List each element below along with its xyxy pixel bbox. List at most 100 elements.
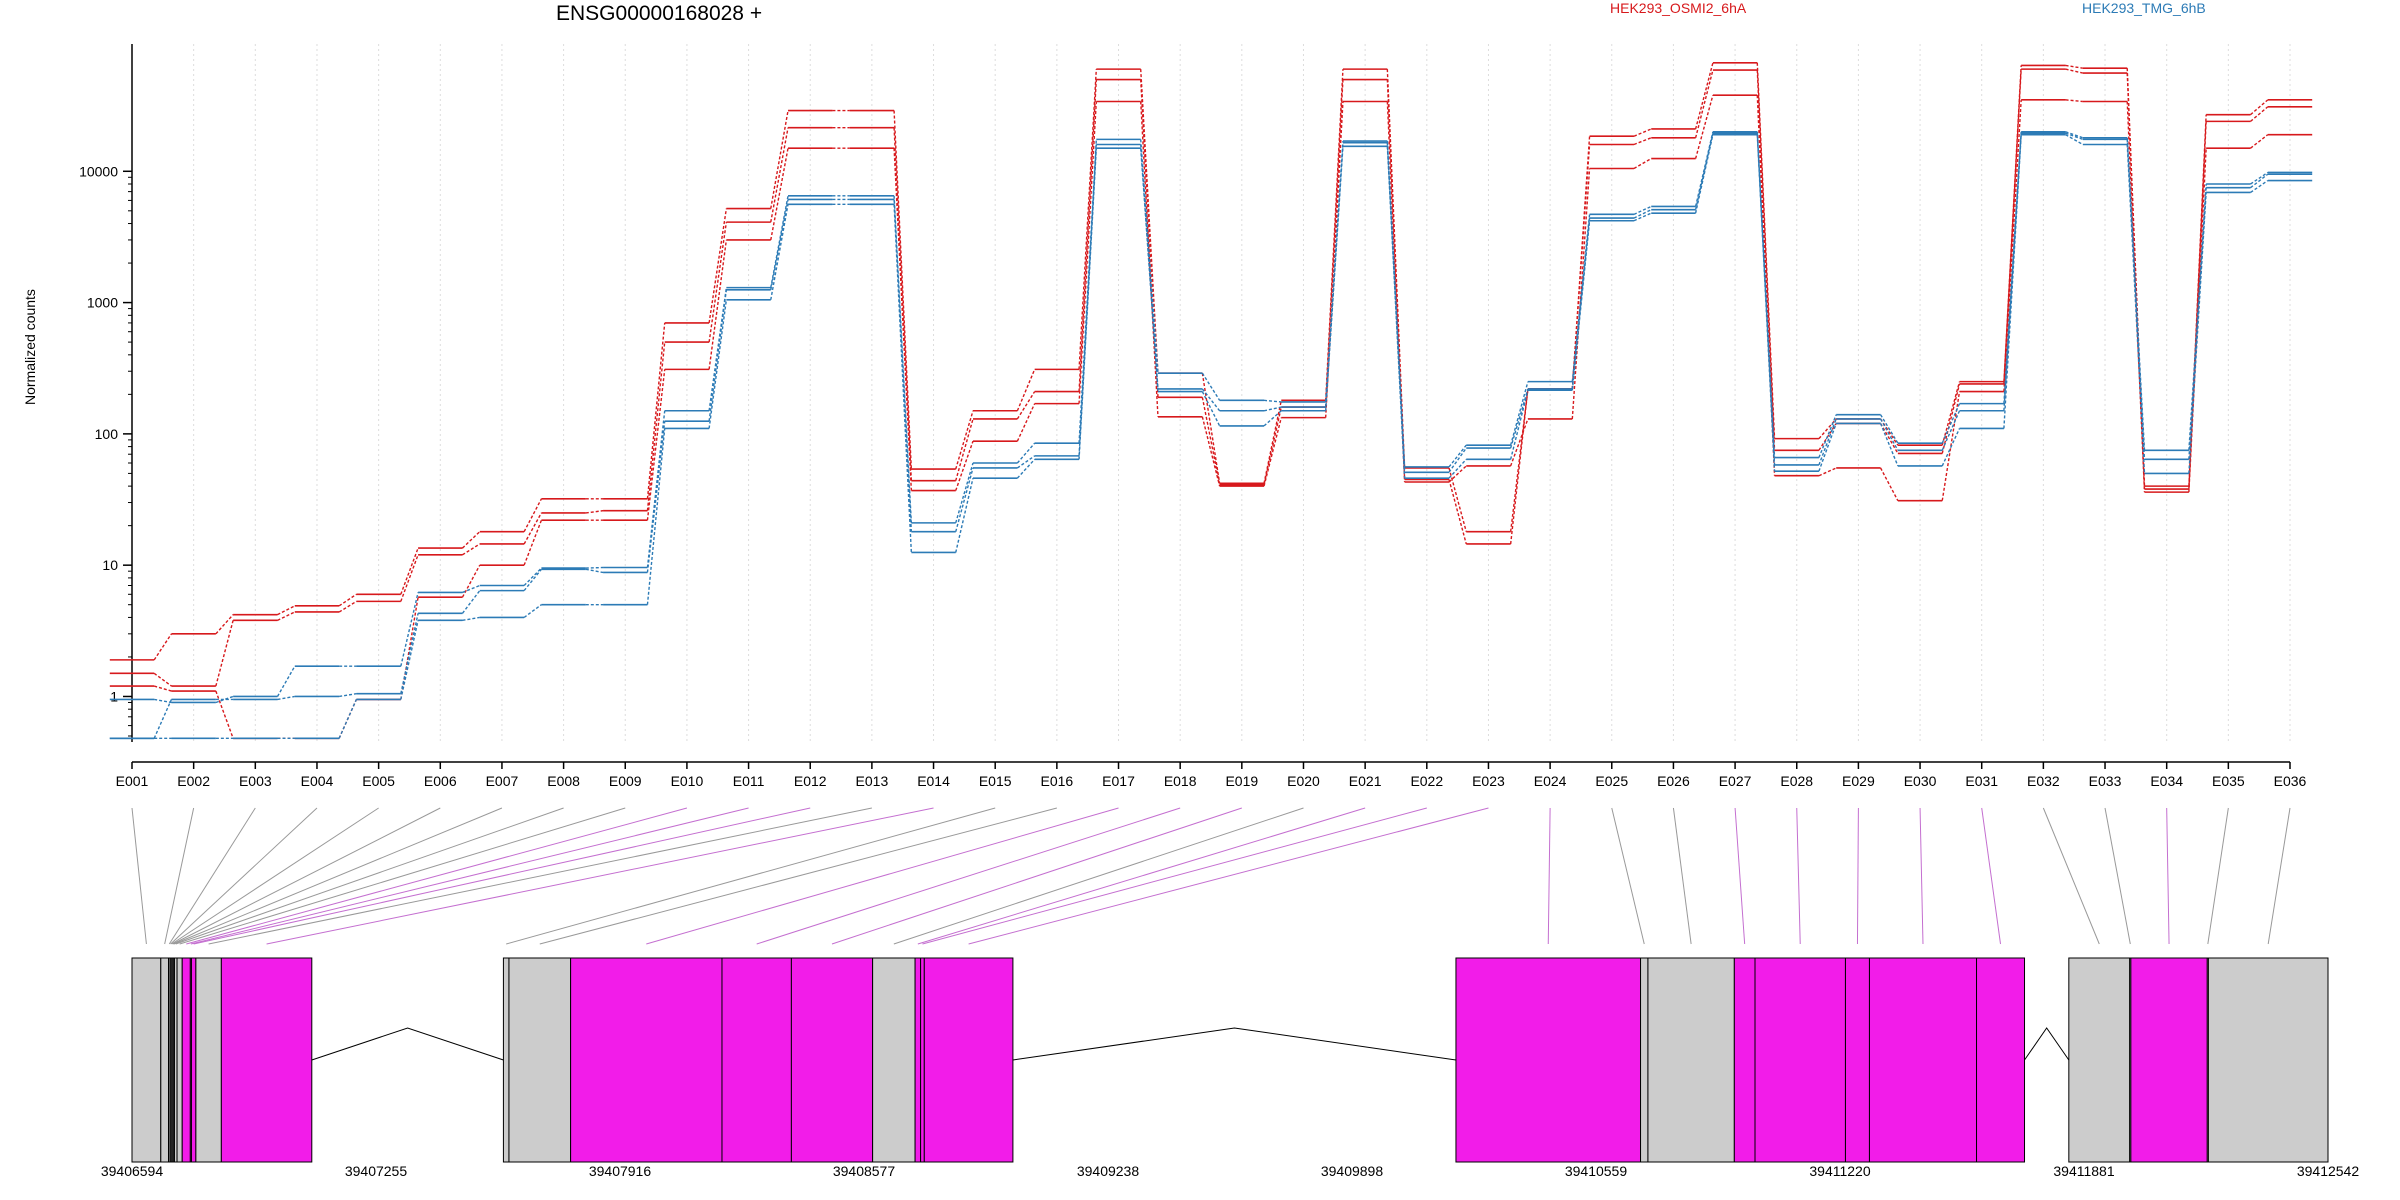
x-tick-label: E001: [116, 773, 149, 789]
series-connector: [2003, 99, 2022, 392]
series-connector: [1078, 148, 1098, 460]
series-connector: [1016, 458, 1036, 479]
series-connector: [400, 620, 419, 700]
series-connector: [462, 543, 481, 556]
series-connector: [2250, 171, 2269, 185]
series-connector: [708, 222, 728, 343]
exon-axis: E001 E002 E003 E004 E005 E006 E007 E008 E009 E010…: [116, 761, 2307, 789]
x-tick-label: E035: [2212, 773, 2245, 789]
exon-connector: [2207, 807, 2229, 945]
exon-box: [1455, 957, 1642, 1163]
axes: 1 10 100 1000 10000: [79, 44, 133, 742]
series-connector: [646, 342, 666, 511]
series-connector: [1263, 417, 1282, 487]
x-tick-label: E007: [486, 773, 519, 789]
exon-connector: [756, 807, 1181, 945]
exon-connector: [179, 807, 626, 945]
series-connector: [1633, 205, 1652, 215]
series-connector: [585, 509, 604, 514]
legend-item-tmg: HEK293_TMG_6hB: [2082, 0, 2206, 16]
x-tick-label: E023: [1472, 773, 1505, 789]
exon-box: [1640, 957, 1649, 1163]
series-connector: [1694, 94, 1714, 159]
x-tick-label: E013: [856, 773, 889, 789]
series-connector: [1078, 139, 1098, 444]
series-connector: [1448, 458, 1467, 479]
exon-connector: [646, 807, 1119, 945]
series-connector: [1078, 79, 1098, 392]
series-connector: [2065, 131, 2084, 139]
series-connector: [1016, 369, 1036, 412]
series-connector: [154, 698, 172, 704]
genomic-tick-label: 39408577: [833, 1163, 896, 1179]
series-connector: [462, 584, 481, 594]
series-connector: [1633, 128, 1652, 137]
exon-box: [195, 957, 222, 1163]
x-tick-label: E019: [1225, 773, 1258, 789]
series-connector: [1571, 144, 1591, 389]
exon-box: [1754, 957, 1846, 1163]
series-connector: [1879, 423, 1899, 467]
exon-box: [1868, 957, 1978, 1163]
series-connector: [1818, 418, 1837, 466]
series-connector: [1879, 418, 1899, 451]
y-tick-label: 10: [102, 557, 118, 573]
x-tick-label: E032: [2027, 773, 2060, 789]
series-connector: [955, 410, 974, 470]
series-connector: [154, 685, 172, 692]
series-connector: [1509, 388, 1529, 532]
genomic-tick-label: 39411881: [2053, 1163, 2114, 1179]
series-connector: [276, 665, 296, 697]
x-tick-label: E029: [1842, 773, 1875, 789]
x-tick-label: E002: [177, 773, 210, 789]
exon-connector: [506, 807, 996, 945]
series-connector: [1694, 69, 1714, 138]
series-connector: [893, 148, 913, 491]
series-connector: [1694, 62, 1714, 130]
exon-connector: [131, 807, 147, 945]
intron-line: [1012, 1027, 1457, 1061]
x-tick-label: E014: [917, 773, 950, 789]
series-connector: [462, 531, 481, 549]
x-tick-label: E024: [1534, 773, 1567, 789]
series-connector: [338, 600, 357, 613]
exon-box: [923, 957, 1014, 1163]
x-tick-label: E012: [794, 773, 827, 789]
exon-box: [220, 957, 313, 1163]
series-connector: [646, 428, 666, 605]
series-connector: [2003, 134, 2022, 429]
x-tick-label: E016: [1041, 773, 1074, 789]
series-connector: [1201, 416, 1221, 487]
series-connector: [461, 590, 481, 614]
x-tick-label: E008: [547, 773, 580, 789]
series-connector: [1016, 442, 1036, 464]
exon-connector: [1611, 807, 1645, 945]
series-connector: [1140, 148, 1159, 392]
series-connector: [1016, 391, 1036, 420]
vertical-gridlines: [131, 44, 2291, 742]
series-connector: [770, 204, 789, 300]
genomic-tick-label: 39410559: [1565, 1163, 1628, 1179]
exon-connector: [922, 807, 1427, 945]
x-tick-label: E018: [1164, 773, 1197, 789]
series-connector: [646, 369, 666, 521]
series-connector: [277, 611, 296, 621]
exon-connector: [1734, 807, 1746, 945]
series-connector: [2250, 173, 2269, 189]
series-connector: [770, 199, 789, 290]
series-connector: [708, 239, 728, 370]
series-connector: [1880, 418, 1899, 446]
series-connector: [770, 127, 789, 223]
x-tick-label: E027: [1719, 773, 1752, 789]
x-tick-label: E011: [733, 773, 765, 789]
exon-box: [2068, 957, 2131, 1163]
series-connector: [2250, 106, 2269, 122]
exon-connector: [2267, 807, 2291, 945]
exon-connector: [186, 807, 688, 945]
series-connector: [153, 633, 173, 661]
series-connector: [893, 195, 913, 523]
exon-box: [508, 957, 572, 1163]
genomic-tick-label: 39409238: [1077, 1163, 1140, 1179]
series-connector: [277, 605, 296, 616]
